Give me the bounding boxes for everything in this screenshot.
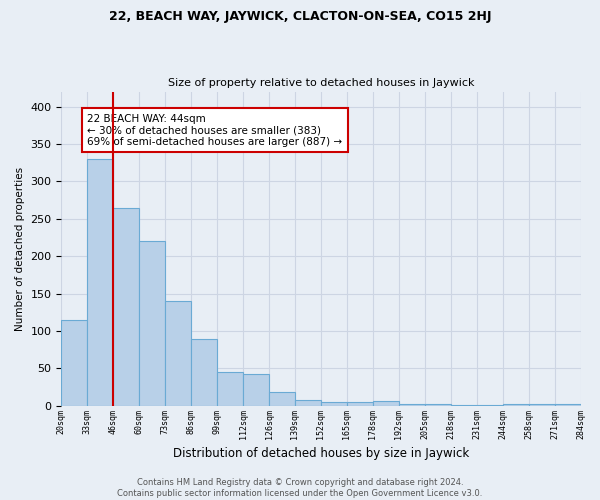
Bar — [529, 404, 554, 406]
Bar — [217, 372, 243, 406]
Bar — [88, 159, 113, 406]
Text: 22 BEACH WAY: 44sqm
← 30% of detached houses are smaller (383)
69% of semi-detac: 22 BEACH WAY: 44sqm ← 30% of detached ho… — [88, 114, 343, 147]
Bar — [399, 404, 425, 406]
Bar — [61, 320, 88, 406]
Bar — [373, 402, 399, 406]
Text: 22, BEACH WAY, JAYWICK, CLACTON-ON-SEA, CO15 2HJ: 22, BEACH WAY, JAYWICK, CLACTON-ON-SEA, … — [109, 10, 491, 23]
X-axis label: Distribution of detached houses by size in Jaywick: Distribution of detached houses by size … — [173, 447, 469, 460]
Bar — [165, 301, 191, 406]
Bar — [269, 392, 295, 406]
Bar — [503, 404, 529, 406]
Bar — [113, 208, 139, 406]
Bar — [425, 404, 451, 406]
Y-axis label: Number of detached properties: Number of detached properties — [15, 166, 25, 331]
Bar — [295, 400, 321, 406]
Bar — [243, 374, 269, 406]
Bar — [139, 241, 165, 406]
Bar — [451, 405, 476, 406]
Bar — [554, 404, 581, 406]
Title: Size of property relative to detached houses in Jaywick: Size of property relative to detached ho… — [168, 78, 474, 88]
Bar — [321, 402, 347, 406]
Bar — [347, 402, 373, 406]
Bar — [191, 338, 217, 406]
Text: Contains HM Land Registry data © Crown copyright and database right 2024.
Contai: Contains HM Land Registry data © Crown c… — [118, 478, 482, 498]
Bar — [476, 405, 503, 406]
